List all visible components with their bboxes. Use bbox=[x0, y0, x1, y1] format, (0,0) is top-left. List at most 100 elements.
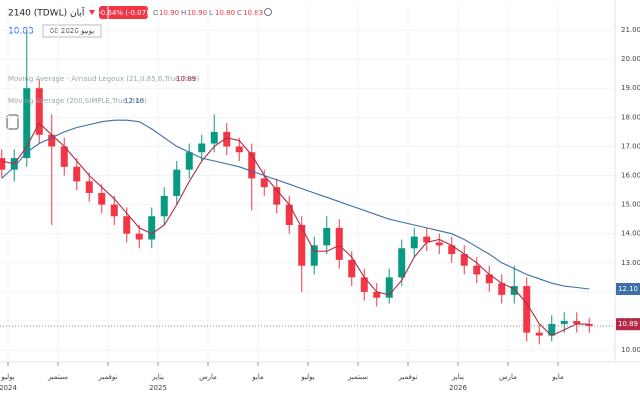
legend-value: 10.89 bbox=[176, 75, 196, 83]
quote-key: H bbox=[181, 9, 186, 17]
candle-body bbox=[223, 131, 231, 147]
y-tick-label: 17.00 bbox=[621, 142, 640, 150]
header: 2140 (TDWL) آبان -0.64% (-0.07) 10.83 08… bbox=[6, 6, 272, 130]
candle-body bbox=[123, 216, 131, 234]
x-tick-label: يوليو bbox=[300, 373, 314, 381]
candle-body bbox=[398, 248, 406, 278]
candle-body bbox=[485, 274, 493, 284]
candle-body bbox=[248, 152, 256, 179]
candle-body bbox=[85, 181, 93, 193]
y-tick-label: 19.00 bbox=[621, 84, 640, 92]
x-tick-year: 2025 bbox=[149, 384, 167, 392]
legend-name: Moving Average (200,SIMPLE,True,True) bbox=[8, 97, 147, 105]
y-tick-label: 20.00 bbox=[621, 55, 640, 63]
quote-value: 10.90 bbox=[159, 9, 179, 17]
candle-body bbox=[535, 332, 543, 336]
price-tag bbox=[616, 283, 640, 295]
candle-body bbox=[448, 245, 456, 255]
candle-body bbox=[348, 259, 356, 278]
quote-value: 10.80 bbox=[215, 9, 235, 17]
candle-body bbox=[548, 323, 556, 336]
candle-body bbox=[98, 192, 106, 205]
candle-body bbox=[498, 283, 506, 295]
down-arrow bbox=[89, 10, 95, 15]
legend-value: 12.10 bbox=[124, 97, 144, 105]
candle-body bbox=[235, 146, 243, 153]
x-tick-label: سبتمبر bbox=[47, 373, 68, 381]
candle-body bbox=[298, 224, 306, 266]
x-tick-label: سبتمبر bbox=[347, 373, 368, 381]
candle-body bbox=[185, 152, 193, 170]
candle-body bbox=[360, 277, 368, 292]
legend-name: Moving Average - Arnaud Legoux (21,0.85,… bbox=[8, 75, 200, 83]
settings-icon[interactable] bbox=[264, 8, 272, 16]
candle-body bbox=[473, 265, 481, 275]
candle-body bbox=[310, 245, 318, 266]
x-tick-label: نوفمبر bbox=[98, 373, 118, 381]
candle-body bbox=[435, 242, 443, 246]
candle-body bbox=[335, 227, 343, 260]
y-tick-label: 13.00 bbox=[621, 259, 640, 267]
candle-body bbox=[73, 166, 81, 182]
y-tick-label: 14.00 bbox=[621, 230, 640, 238]
candle-body bbox=[285, 204, 293, 225]
candle-body bbox=[210, 131, 218, 144]
y-tick-label: 15.00 bbox=[621, 201, 640, 209]
candle-body bbox=[573, 321, 581, 324]
price-tag bbox=[616, 318, 640, 331]
candle-body bbox=[385, 277, 393, 298]
candle-body bbox=[0, 158, 6, 170]
y-tick-label: 10.00 bbox=[621, 346, 640, 354]
candle-body bbox=[148, 216, 156, 240]
change-pill bbox=[99, 6, 148, 19]
change: -0.64% (-0.07) bbox=[98, 9, 149, 17]
last-price: 10.83 bbox=[8, 27, 34, 37]
quote-key: O bbox=[153, 9, 159, 17]
y-tick-label: 18.00 bbox=[621, 113, 640, 121]
x-tick-label: يناير bbox=[451, 373, 464, 381]
candle-body bbox=[523, 286, 531, 333]
x-tick-label: مايو bbox=[551, 373, 564, 381]
ma-line bbox=[1, 119, 590, 290]
date-label: 08 2026 يونيو bbox=[50, 27, 94, 35]
quote-value: 10.90 bbox=[187, 9, 207, 17]
x-tick-label: يوليو bbox=[0, 373, 14, 381]
x-tick-label: مايو bbox=[251, 373, 264, 381]
quote-value: 10.83 bbox=[243, 9, 263, 17]
candle-body bbox=[48, 134, 56, 147]
candle-body bbox=[410, 236, 418, 249]
candle-body bbox=[323, 227, 331, 246]
candle-body bbox=[273, 187, 281, 205]
x-tick-label: مارس bbox=[499, 373, 517, 381]
candle-body bbox=[560, 321, 568, 324]
price-tag-label: 12.10 bbox=[618, 285, 638, 293]
quote-key: L bbox=[209, 9, 213, 17]
candle-body bbox=[23, 88, 31, 159]
candle-body bbox=[260, 178, 268, 188]
candle-body bbox=[110, 204, 118, 217]
y-tick-label: 21.00 bbox=[621, 26, 640, 34]
candle-body bbox=[585, 323, 593, 326]
price-tag-label: 10.89 bbox=[618, 320, 638, 328]
x-tick-label: يناير bbox=[151, 373, 164, 381]
x-tick-year: 2026 bbox=[449, 384, 467, 392]
candle-body bbox=[60, 146, 68, 167]
candle-body bbox=[373, 291, 381, 298]
candle-body bbox=[423, 236, 431, 243]
candle-body bbox=[460, 254, 468, 266]
x-tick-label: مارس bbox=[199, 373, 217, 381]
candle-body bbox=[35, 88, 43, 135]
candle-body bbox=[173, 169, 181, 196]
x-tick-label: نوفمبر bbox=[398, 373, 418, 381]
x-tick-year: 2024 bbox=[0, 384, 17, 392]
candle-body bbox=[135, 233, 143, 240]
y-tick-label: 16.00 bbox=[621, 172, 640, 180]
candle-body bbox=[160, 195, 168, 217]
cursor-box[interactable] bbox=[6, 114, 19, 130]
ma-line bbox=[1, 122, 590, 337]
candle-body bbox=[198, 143, 206, 153]
symbol[interactable]: 2140 (TDWL) آبان bbox=[8, 7, 85, 19]
candle-body bbox=[510, 286, 518, 295]
